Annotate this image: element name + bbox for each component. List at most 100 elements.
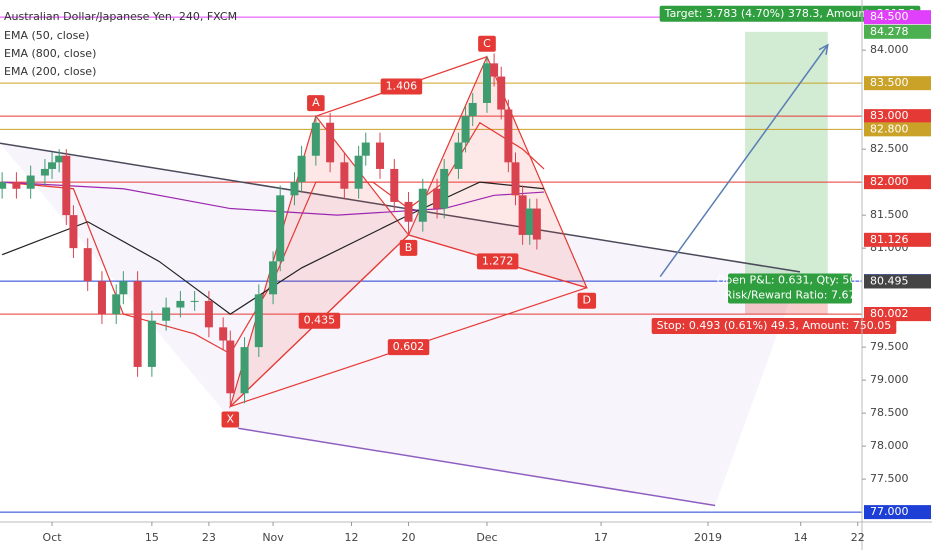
candle-body	[219, 327, 228, 341]
price-badge-label: 84.278	[870, 25, 909, 38]
x-tick-label: Oct	[43, 531, 63, 544]
price-badge	[864, 505, 931, 520]
candle-body	[0, 182, 7, 189]
pattern-ratio-label-group: 0.435	[298, 312, 341, 329]
pattern-point-label: D	[583, 294, 591, 307]
y-tick-label: 77.500	[870, 472, 909, 485]
chart-title: Australian Dollar/Japanese Yen, 240, FXC…	[4, 10, 237, 23]
price-badge	[864, 24, 931, 39]
pattern-point-label-bg	[399, 239, 418, 256]
candle-body	[361, 142, 370, 156]
rr-label: Risk/Reward Ratio: 7.67	[725, 288, 856, 301]
pnl-bg	[728, 273, 852, 304]
y-tick-label: 84.000	[870, 43, 909, 56]
candle-body	[254, 294, 263, 348]
price-badge-label: 82.800	[870, 122, 909, 135]
pattern-point-label-group: A	[307, 95, 325, 112]
stop-label: Stop: 0.493 (0.61%) 49.3, Amount: 750.05	[657, 319, 892, 332]
x-tick-label: 12	[345, 531, 359, 544]
plot-area: X A B C D 1.406 1.272 0.435 0.602 Target: 3.783 (…	[0, 5, 921, 513]
candle-body	[26, 175, 35, 189]
candle-body	[12, 182, 21, 189]
candle-body	[190, 300, 199, 302]
legend-entry: EMA (50, close)	[4, 29, 89, 42]
pattern-ratio-label: 1.272	[482, 254, 514, 267]
candle-body	[83, 248, 92, 282]
y-tick-label: 81.500	[870, 208, 909, 221]
price-badge-label: 77.000	[870, 505, 909, 518]
price-badge	[864, 274, 931, 289]
candle-body	[532, 208, 541, 240]
candle-body	[62, 155, 71, 216]
pattern-ratio-label-bg	[476, 253, 519, 270]
candle-body	[404, 201, 413, 222]
price-badge-label: 84.500	[870, 10, 909, 23]
target-label: Target: 3.783 (4.70%) 378.3, Amount: 291…	[664, 7, 916, 20]
y-tick-label: 79.500	[870, 340, 909, 353]
candle-body	[276, 195, 285, 262]
price-badge-label: 83.500	[870, 76, 909, 89]
candle-body	[525, 208, 534, 235]
pattern-ratio-label-group: 0.602	[387, 339, 430, 356]
price-badge	[864, 306, 931, 321]
legend-entry: EMA (800, close)	[4, 47, 96, 60]
candle-body	[454, 142, 463, 169]
pattern-point-label: B	[405, 241, 413, 254]
candle-body	[119, 281, 128, 295]
y-tick-label: 82.500	[870, 142, 909, 155]
x-tick-label: Nov	[262, 531, 284, 544]
ema-line	[1, 181, 545, 315]
price-badge-label: 81.126	[870, 233, 909, 246]
target-zone	[745, 31, 828, 282]
candle-body	[326, 122, 335, 163]
pattern-point-label-bg	[307, 95, 325, 112]
stop-label-bg	[651, 317, 897, 334]
pnl-group: Open P&L: 0.631, Qty: 507 Risk/Reward Rat…	[717, 273, 864, 304]
price-badge-label: 80.495	[870, 274, 909, 287]
y-tick-label: 79.000	[870, 373, 909, 386]
candle-body	[147, 320, 156, 367]
target-label-bg	[659, 5, 921, 22]
pattern-point-label-bg	[221, 411, 240, 428]
projection-arrow	[659, 44, 829, 277]
candle-body	[433, 188, 442, 209]
candle-body	[226, 340, 235, 394]
candle-body	[511, 162, 520, 196]
x-tick-label: 14	[794, 531, 808, 544]
trendline	[238, 427, 716, 507]
candle-body	[490, 63, 499, 77]
pnl-label: Open P&L: 0.631, Qty: 507	[717, 273, 864, 286]
ema-line	[2, 181, 545, 216]
pattern-point-label-bg	[478, 35, 496, 52]
pattern-point-label-group: B	[399, 239, 418, 256]
x-tick-label: 23	[202, 531, 216, 544]
candle-body	[482, 63, 491, 103]
pattern-point-label-bg	[577, 292, 597, 309]
pattern-ratio-label-group: 1.272	[476, 253, 519, 270]
pattern-ratio-label-bg	[387, 339, 430, 356]
price-badge-label: 83.000	[870, 109, 909, 122]
candle-body	[418, 188, 427, 222]
candle-body	[204, 300, 213, 328]
price-badge	[864, 109, 931, 124]
candle-body	[97, 281, 106, 315]
x-tick-label: Dec	[476, 531, 497, 544]
pattern-point-label: A	[312, 96, 320, 109]
candle-body	[376, 142, 385, 169]
y-tick-label: 78.500	[870, 406, 909, 419]
stop-label-group: Stop: 0.493 (0.61%) 49.3, Amount: 750.05	[651, 317, 897, 334]
x-tick-label: 17	[594, 531, 608, 544]
candle-body	[461, 116, 470, 143]
y-tick-label: 78.000	[870, 439, 909, 452]
candle-body	[48, 162, 57, 169]
price-badge	[864, 232, 931, 247]
candle-body	[40, 168, 49, 176]
price-badge-label: 82.000	[870, 175, 909, 188]
candle-body	[340, 162, 349, 189]
x-tick-label: 15	[145, 531, 159, 544]
pattern-ratio-label: 0.602	[393, 340, 425, 353]
candle-body	[112, 294, 121, 315]
channel-fill	[0, 143, 800, 506]
ema-line	[2, 121, 545, 355]
